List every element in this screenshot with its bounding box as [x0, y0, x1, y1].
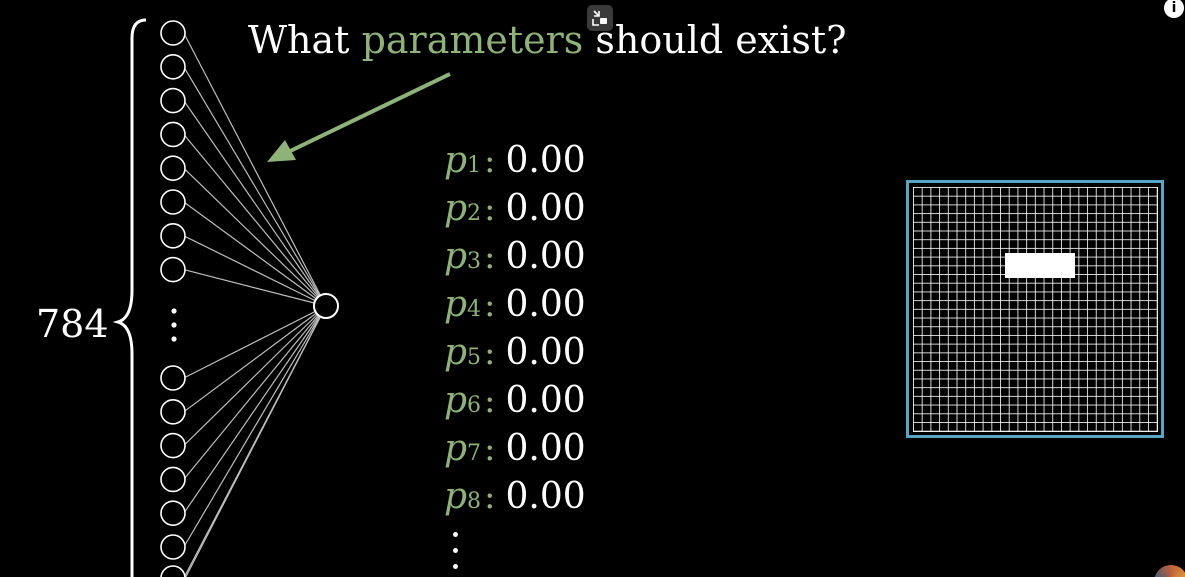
- title-prefix: What: [248, 18, 350, 62]
- parameter-subscript: 4: [467, 297, 482, 322]
- parameter-ellipsis: [450, 528, 460, 574]
- parameter-name: p: [444, 476, 468, 517]
- parameter-colon: :: [484, 477, 496, 517]
- connection-line: [183, 305, 327, 379]
- input-neuron: [160, 223, 186, 249]
- connection-line: [183, 305, 327, 447]
- info-icon[interactable]: i: [1164, 0, 1184, 18]
- parameter-colon: :: [484, 189, 496, 229]
- pixel-grid-lines: [913, 187, 1158, 432]
- parameter-value: 0.00: [505, 332, 586, 373]
- parameter-subscript: 8: [467, 489, 482, 514]
- parameter-row: p 7:0.00: [444, 428, 586, 476]
- parameter-colon: :: [484, 237, 496, 277]
- parameter-list: p 1:0.00 p 2:0.00 p 3:0.00 p 4:0.00 p 5:0.00 …: [444, 140, 586, 524]
- parameter-row: p 1:0.00: [444, 140, 586, 188]
- parameter-value: 0.00: [505, 188, 586, 229]
- connection-line: [183, 305, 327, 577]
- exit-fullscreen-icon[interactable]: [587, 5, 613, 31]
- parameter-value: 0.00: [505, 284, 586, 325]
- neuron-ellipsis: [171, 308, 177, 342]
- parameter-colon: :: [484, 141, 496, 181]
- input-neuron: [160, 20, 186, 46]
- connection-line: [183, 66, 327, 307]
- connection-line: [183, 235, 327, 307]
- input-neuron: [160, 565, 186, 577]
- input-neuron: [160, 365, 186, 391]
- parameter-row: p 6:0.00: [444, 380, 586, 428]
- input-neuron: [160, 398, 186, 425]
- pointer-arrow-shaft: [283, 72, 451, 156]
- lit-pixel-block: [1005, 253, 1075, 278]
- input-neuron: [160, 189, 186, 215]
- parameter-subscript: 6: [467, 393, 482, 418]
- parameter-subscript: 5: [467, 345, 482, 370]
- connection-line: [183, 305, 327, 548]
- parameter-name: p: [444, 140, 468, 181]
- input-neuron: [160, 54, 186, 80]
- input-layer-brace: [112, 18, 147, 577]
- parameter-value: 0.00: [505, 236, 586, 277]
- parameter-subscript: 1: [467, 153, 482, 178]
- input-neuron: [160, 87, 186, 114]
- parameter-colon: :: [484, 429, 496, 469]
- parameter-name: p: [444, 428, 468, 469]
- parameter-colon: :: [484, 381, 496, 421]
- connection-line: [183, 32, 327, 307]
- input-neuron: [160, 256, 186, 283]
- parameter-row: p 2:0.00: [444, 188, 586, 236]
- parameter-colon: :: [484, 285, 496, 325]
- input-neuron: [160, 466, 186, 493]
- parameter-subscript: 7: [467, 441, 482, 466]
- parameter-name: p: [444, 284, 468, 325]
- pointer-arrow-head: [267, 140, 296, 162]
- ellipsis-dot: [453, 548, 458, 553]
- parameter-row: p 5:0.00: [444, 332, 586, 380]
- ellipsis-dot: [453, 532, 458, 537]
- input-count-label: 784: [36, 302, 109, 346]
- output-neuron: [313, 293, 339, 319]
- parameter-subscript: 3: [467, 249, 482, 274]
- parameter-name: p: [444, 188, 468, 229]
- input-neurons: [160, 20, 186, 577]
- parameter-value: 0.00: [505, 476, 586, 517]
- connection-lines: [183, 32, 327, 577]
- ellipsis-dot: [453, 564, 458, 569]
- exit-fullscreen-glyph: [592, 10, 607, 26]
- parameter-colon: :: [484, 333, 496, 373]
- parameter-row: p 3:0.00: [444, 236, 586, 284]
- channel-avatar[interactable]: [1154, 565, 1185, 577]
- parameter-row: p 4:0.00: [444, 284, 586, 332]
- parameter-row: p 8:0.00: [444, 476, 586, 524]
- parameter-subscript: 2: [467, 201, 482, 226]
- pixel-grid: [906, 180, 1164, 438]
- question-title: What parameters should exist?: [248, 18, 847, 62]
- input-neuron: [160, 432, 186, 459]
- input-neuron: [160, 534, 186, 560]
- parameter-value: 0.00: [505, 140, 586, 181]
- connection-line: [183, 305, 327, 480]
- connection-line: [183, 134, 327, 307]
- ellipsis-dot: [171, 308, 177, 314]
- input-neuron: [160, 500, 186, 527]
- input-neuron: [160, 121, 186, 148]
- parameter-name: p: [444, 236, 468, 277]
- parameter-value: 0.00: [505, 380, 586, 421]
- connection-line: [183, 269, 327, 307]
- ellipsis-dot: [171, 336, 177, 342]
- parameter-name: p: [444, 380, 468, 421]
- ellipsis-dot: [171, 322, 177, 328]
- title-suffix: should exist?: [595, 18, 847, 62]
- connection-line: [183, 100, 327, 307]
- parameter-value: 0.00: [505, 428, 586, 469]
- title-highlight: parameters: [361, 18, 584, 62]
- connection-line: [183, 305, 327, 514]
- connection-line: [183, 305, 327, 413]
- parameter-name: p: [444, 332, 468, 373]
- input-neuron: [160, 155, 186, 181]
- connection-line: [183, 167, 327, 307]
- connection-line: [183, 201, 327, 307]
